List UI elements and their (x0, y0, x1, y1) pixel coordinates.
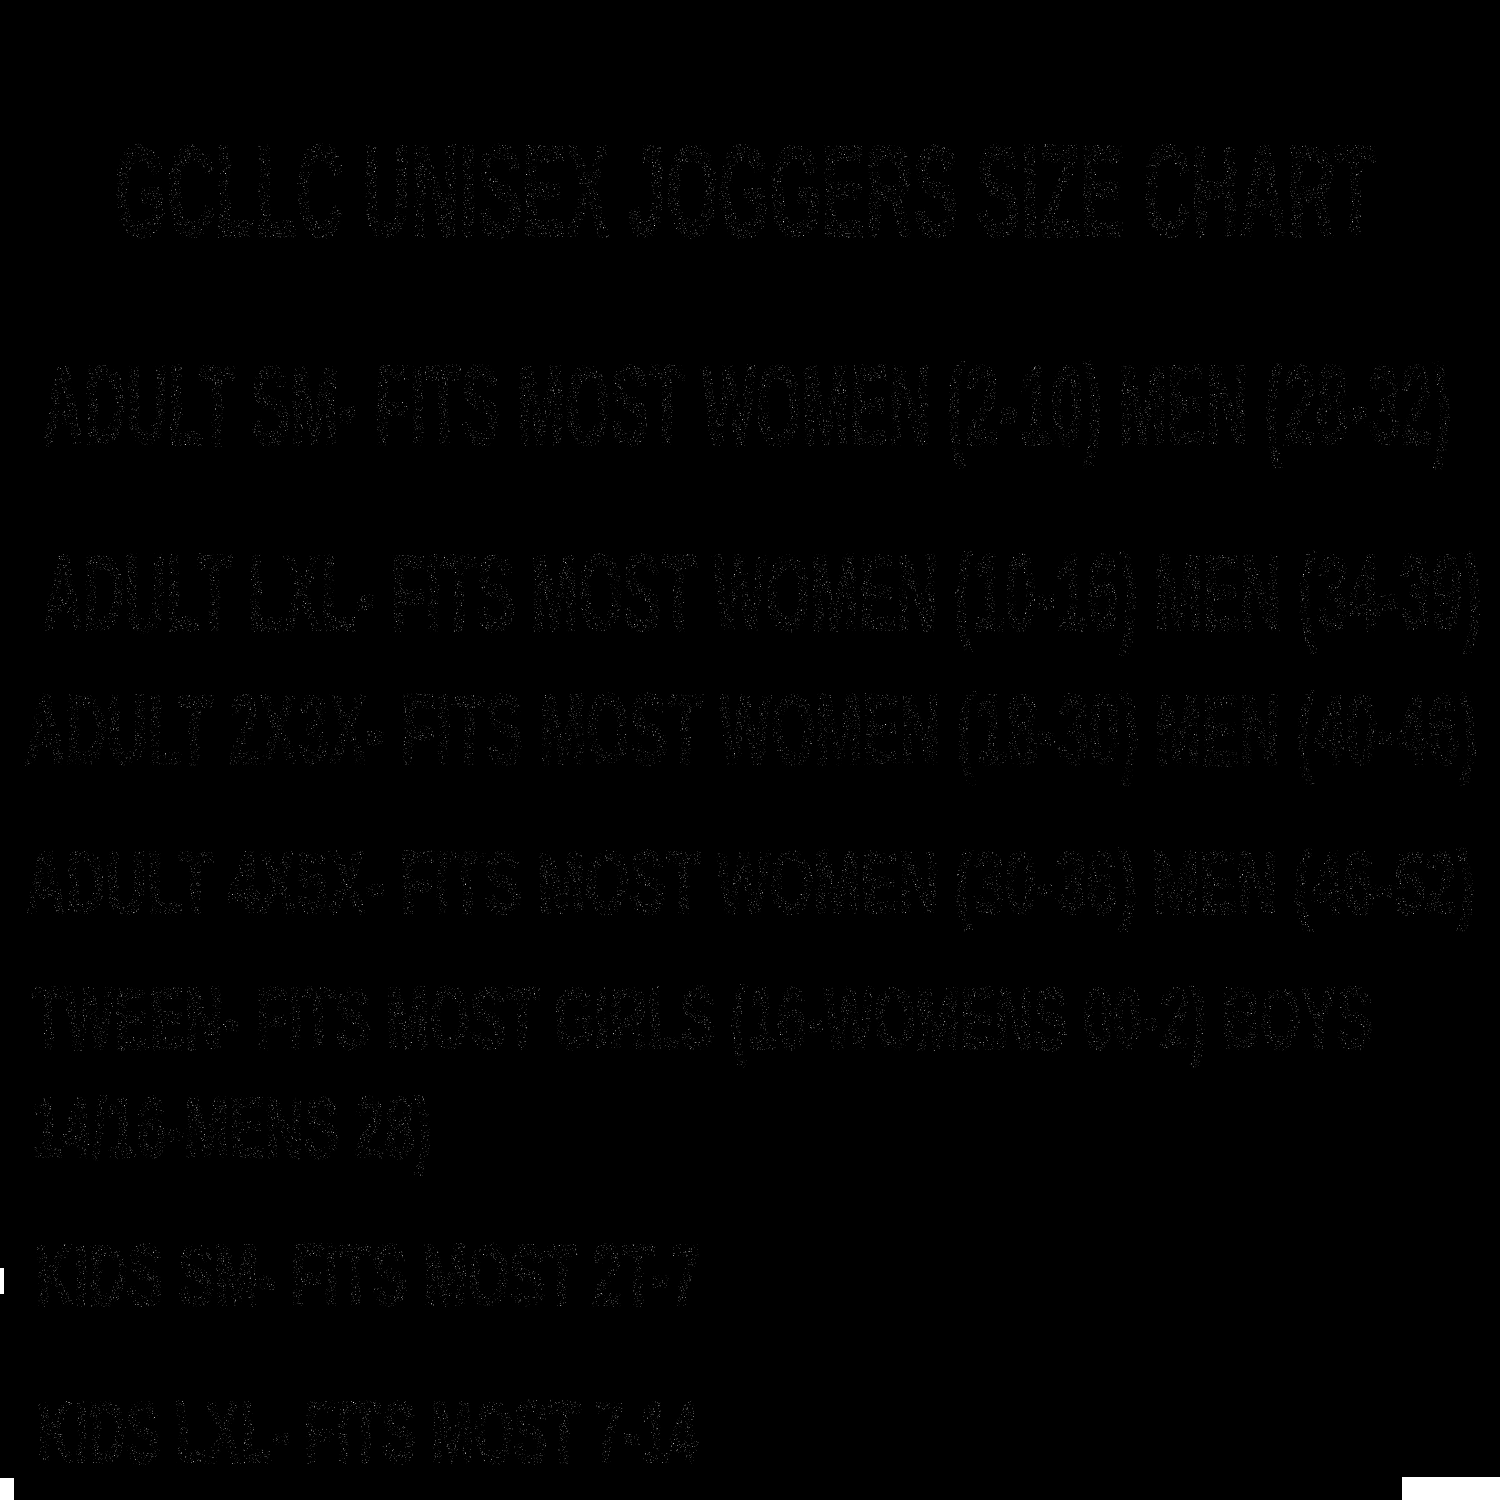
size-chart-text-group: GCLLC UNISEX JOGGERS SIZE CHART ADULT SM… (24, 117, 1484, 1483)
size-line-adult-4x5x: ADULT 4X5X- FITS MOST WOMEN (30-36) MEN … (25, 833, 1475, 932)
chart-title: GCLLC UNISEX JOGGERS SIZE CHART (115, 118, 1376, 264)
edge-white-sliver (0, 1268, 4, 1294)
size-line-tween-continued: 14/16-MENS 28) (32, 1081, 432, 1176)
size-line-adult-2x3x: ADULT 2X3X- FITS MOST WOMEN (18-30) MEN … (25, 674, 1478, 785)
size-line-kids-lxl: KIDS LXL- FITS MOST 7-14 (37, 1385, 698, 1481)
corner-white-block-right (1402, 1477, 1500, 1500)
size-line-kids-sm: KIDS SM- FITS MOST 2T-7 (35, 1228, 700, 1324)
size-line-tween: TWEEN- FITS MOST GIRLS (16-WOMENS 00-2) … (32, 971, 1372, 1067)
corner-white-block-left (0, 1478, 14, 1500)
size-line-adult-lxl: ADULT LXL- FITS MOST WOMEN (10-16) MEN (… (42, 532, 1482, 653)
size-line-adult-sm: ADULT SM- FITS MOST WOMEN (2-10) MEN (28… (42, 343, 1452, 468)
